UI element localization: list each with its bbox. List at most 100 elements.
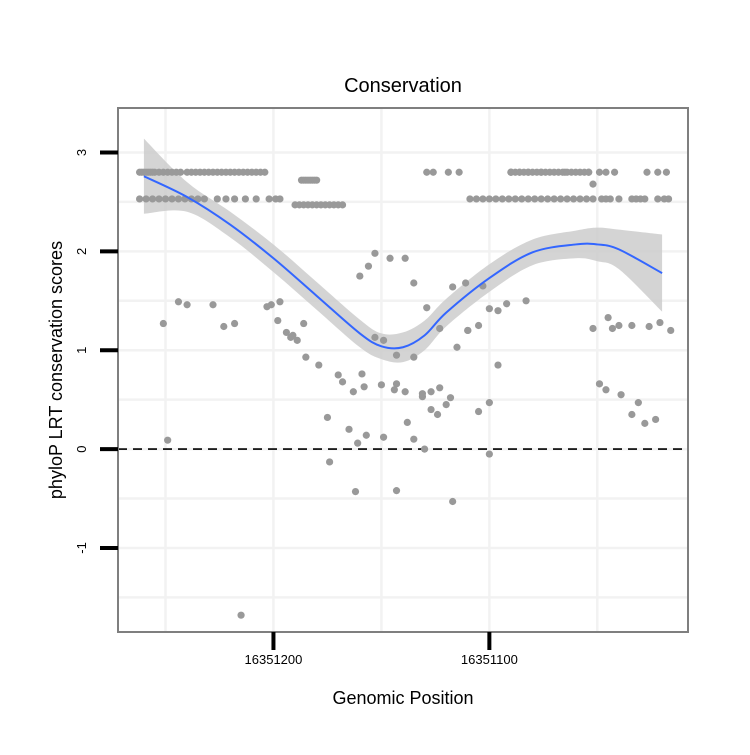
x-tick-label: 16351200 <box>245 652 303 667</box>
data-point <box>356 272 364 280</box>
data-point <box>379 433 388 441</box>
data-point <box>174 195 183 203</box>
data-point <box>645 322 653 331</box>
data-point <box>667 326 675 335</box>
data-point <box>427 405 435 414</box>
data-point <box>595 380 604 388</box>
data-point <box>386 254 394 262</box>
data-point <box>479 195 487 203</box>
data-point <box>472 195 481 203</box>
data-point <box>449 283 457 291</box>
data-points <box>135 168 675 619</box>
data-point <box>436 384 444 392</box>
data-point <box>544 195 552 203</box>
smooth-line <box>143 175 663 350</box>
data-point <box>436 324 444 333</box>
data-point <box>274 316 282 325</box>
data-point <box>323 413 332 422</box>
data-point <box>589 324 597 333</box>
data-point <box>401 254 409 262</box>
data-point <box>595 168 604 176</box>
data-point <box>410 435 418 443</box>
data-point <box>360 383 368 391</box>
data-point <box>287 333 295 341</box>
data-point <box>334 371 342 379</box>
data-point <box>446 394 455 402</box>
data-point <box>168 195 176 203</box>
data-point <box>349 388 357 396</box>
data-point <box>462 279 470 287</box>
data-point <box>263 303 271 311</box>
data-point <box>392 487 401 495</box>
data-point <box>302 353 310 361</box>
data-point <box>634 399 642 407</box>
data-point <box>220 322 228 331</box>
data-point <box>444 168 452 176</box>
data-point <box>563 195 571 203</box>
data-point <box>505 195 513 203</box>
data-point <box>474 407 483 416</box>
y-axis: -1 0 1 2 3 <box>74 149 118 554</box>
data-point <box>524 195 532 203</box>
data-point <box>550 195 558 203</box>
data-point <box>654 195 662 203</box>
data-point <box>455 168 463 176</box>
data-point <box>371 249 379 257</box>
data-point <box>656 318 664 327</box>
y-tick-label: 1 <box>74 347 89 354</box>
data-point <box>518 195 526 203</box>
data-point <box>282 328 291 337</box>
plot-panel <box>118 108 688 632</box>
x-tick-label: 16351100 <box>461 652 518 667</box>
data-point <box>582 195 591 203</box>
data-point <box>433 410 442 419</box>
data-point <box>313 176 321 184</box>
data-point <box>213 195 221 203</box>
data-point <box>466 195 474 203</box>
data-point <box>155 195 163 203</box>
data-point <box>209 301 217 309</box>
data-point <box>585 168 593 176</box>
data-point <box>606 195 614 203</box>
data-point <box>300 319 308 328</box>
data-point <box>222 195 230 203</box>
data-point <box>194 195 202 203</box>
data-point <box>503 300 511 308</box>
data-point <box>531 195 539 203</box>
data-point <box>410 353 418 361</box>
data-point <box>464 326 472 335</box>
data-point <box>511 195 519 203</box>
data-point <box>604 314 612 322</box>
data-point <box>429 168 437 176</box>
x-axis: 16351200 16351100 <box>245 632 518 667</box>
data-point <box>498 195 506 203</box>
data-point <box>252 195 260 203</box>
data-point <box>164 436 172 444</box>
data-point <box>589 195 597 203</box>
data-point <box>610 168 619 176</box>
data-point <box>265 195 273 203</box>
data-point <box>161 195 170 203</box>
smooth-fit-line <box>143 175 663 350</box>
data-point <box>569 195 578 203</box>
data-point <box>615 321 623 330</box>
data-point <box>427 388 435 396</box>
data-point <box>148 195 157 203</box>
data-point <box>474 321 483 330</box>
data-point <box>628 410 636 419</box>
data-point <box>325 458 334 466</box>
data-point <box>522 297 530 305</box>
data-point <box>390 386 398 394</box>
data-point <box>608 324 617 333</box>
chart-title: Conservation <box>344 75 462 97</box>
data-point <box>557 195 565 203</box>
data-point <box>615 195 623 203</box>
data-point <box>449 497 457 506</box>
data-point <box>230 319 239 328</box>
data-point <box>485 305 493 313</box>
data-point <box>628 321 636 330</box>
data-point <box>617 391 625 399</box>
data-point <box>652 415 660 424</box>
